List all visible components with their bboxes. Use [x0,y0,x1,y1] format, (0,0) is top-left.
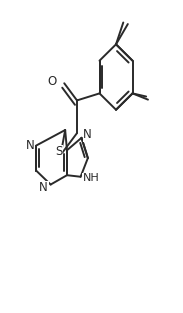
Text: N: N [26,139,34,152]
Text: NH: NH [82,173,99,183]
Text: S: S [55,145,63,158]
Text: N: N [39,181,48,194]
Text: O: O [48,75,57,88]
Text: N: N [83,128,92,141]
